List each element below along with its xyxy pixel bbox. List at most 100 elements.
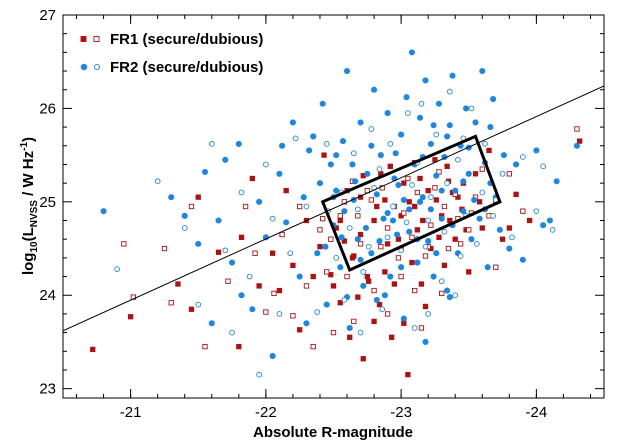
series-fr2-secure	[100, 49, 581, 360]
data-point	[479, 67, 486, 75]
data-point	[438, 278, 445, 285]
data-points	[90, 49, 583, 378]
data-point	[430, 273, 437, 280]
data-point	[121, 241, 127, 247]
data-point	[496, 226, 503, 233]
legend-marker-open	[93, 36, 100, 42]
x-axis-label: Absolute R-magnitude	[253, 424, 413, 441]
data-point	[462, 105, 470, 112]
data-point	[438, 215, 445, 222]
data-point	[341, 208, 348, 215]
data-point	[323, 141, 330, 147]
legend-marker-filled	[80, 36, 87, 42]
data-point	[444, 163, 450, 169]
selection-box	[320, 134, 502, 273]
data-point	[506, 171, 512, 177]
data-point	[457, 241, 464, 247]
data-point	[368, 250, 375, 257]
data-point	[90, 346, 96, 353]
data-point	[371, 318, 377, 325]
data-point	[476, 199, 483, 205]
data-point	[452, 292, 459, 299]
y-tick-label: 26	[39, 100, 56, 117]
data-point	[208, 141, 215, 147]
data-point	[368, 126, 375, 132]
x-tick-label: -21	[120, 404, 142, 421]
data-point	[403, 94, 410, 101]
data-point	[310, 133, 317, 140]
data-point	[405, 175, 411, 182]
data-point	[352, 178, 359, 185]
data-point	[472, 119, 479, 126]
data-point	[412, 203, 418, 210]
data-point	[238, 189, 245, 196]
data-point	[446, 294, 453, 301]
data-point	[455, 156, 461, 163]
legend-marker-filled	[80, 63, 88, 71]
y-tick-label: 24	[39, 287, 56, 304]
data-point	[366, 278, 372, 284]
data-point	[357, 256, 364, 263]
data-point	[292, 135, 299, 142]
data-point	[346, 225, 353, 231]
data-point	[310, 343, 316, 350]
data-point	[526, 217, 533, 224]
data-point	[452, 187, 459, 194]
data-point	[425, 238, 432, 245]
data-point	[390, 203, 396, 210]
data-point	[297, 203, 303, 210]
data-point	[395, 255, 402, 261]
data-point	[341, 297, 348, 303]
data-point	[337, 300, 343, 306]
legend-marker-open	[93, 63, 101, 71]
data-point	[409, 182, 415, 188]
data-point	[387, 163, 393, 169]
data-point	[314, 250, 321, 257]
data-point	[290, 262, 296, 269]
data-point	[384, 110, 391, 117]
data-point	[414, 259, 421, 266]
data-point	[269, 215, 276, 222]
data-point	[256, 283, 262, 289]
data-point	[433, 131, 440, 138]
data-point	[161, 245, 168, 252]
data-point	[242, 203, 249, 210]
data-point	[341, 238, 347, 244]
data-point	[127, 314, 134, 320]
data-point	[360, 356, 366, 362]
data-point	[296, 273, 303, 280]
data-point	[371, 217, 377, 224]
data-point	[360, 282, 367, 289]
data-point	[346, 324, 353, 331]
data-point	[269, 352, 276, 360]
data-point	[215, 249, 222, 255]
data-point	[337, 213, 343, 219]
data-point	[513, 191, 519, 198]
data-point	[283, 219, 290, 226]
data-point	[330, 283, 337, 289]
data-point	[428, 222, 434, 228]
data-point	[249, 306, 256, 313]
data-point	[377, 152, 384, 159]
data-point	[479, 189, 486, 196]
data-point	[238, 292, 245, 299]
data-point	[433, 172, 440, 179]
data-point	[276, 170, 283, 177]
data-point	[457, 253, 464, 259]
data-point	[400, 196, 407, 204]
data-point	[436, 169, 442, 175]
data-point	[371, 287, 377, 294]
data-point	[418, 100, 425, 107]
data-point	[465, 170, 472, 177]
data-point	[487, 124, 494, 131]
data-point	[400, 315, 407, 322]
data-point	[276, 311, 283, 317]
data-point	[476, 215, 483, 222]
data-point	[395, 236, 402, 242]
data-point	[263, 161, 269, 168]
data-point	[408, 49, 415, 56]
data-point	[394, 231, 401, 238]
data-point	[249, 175, 255, 182]
data-point	[406, 228, 413, 235]
